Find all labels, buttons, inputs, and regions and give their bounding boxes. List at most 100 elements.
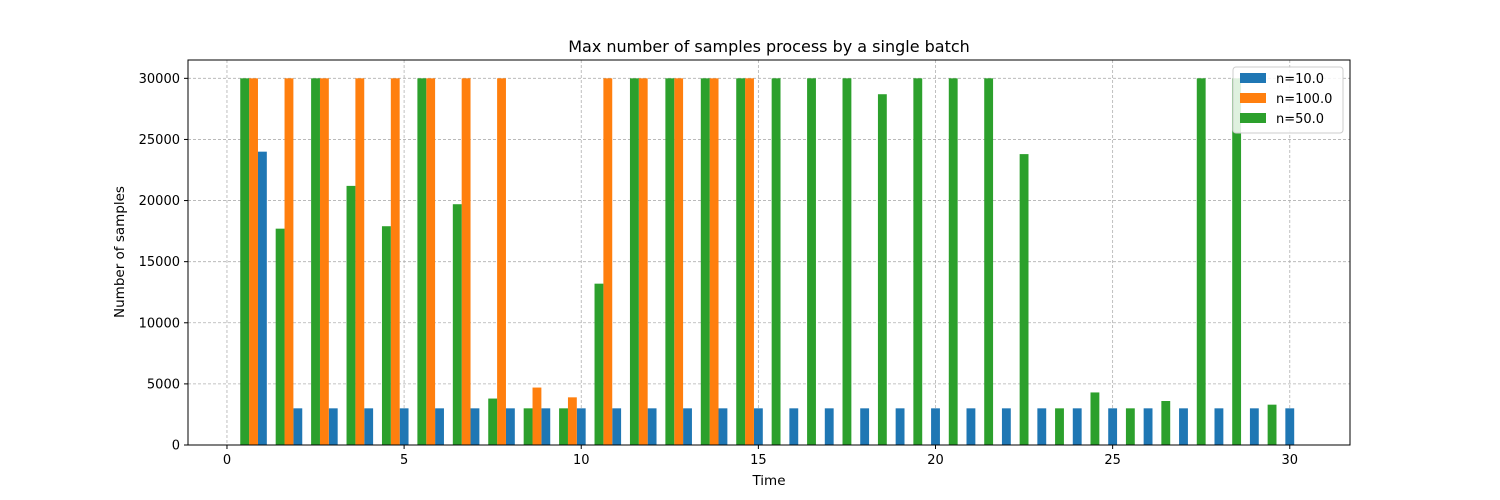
bar-series-0 [931, 408, 940, 445]
y-tick-label: 5000 [147, 377, 180, 392]
bar-series-2 [736, 78, 746, 445]
bar-series-0 [1179, 408, 1188, 445]
legend-label: n=100.0 [1276, 92, 1332, 107]
bar-series-1 [461, 78, 471, 445]
bar-series-2 [877, 94, 887, 445]
bar-series-0 [789, 408, 799, 445]
y-tick-label: 20000 [139, 194, 180, 209]
bar-series-1 [603, 78, 613, 445]
y-tick-label: 0 [172, 439, 180, 454]
bar-series-2 [913, 78, 923, 445]
bar-series-2 [700, 78, 710, 445]
bar-series-2 [559, 408, 568, 445]
bar-series-0 [753, 408, 763, 445]
bar-series-2 [452, 204, 462, 445]
chart-title: Max number of samples process by a singl… [568, 37, 970, 56]
legend-swatch [1240, 113, 1266, 123]
bar-series-1 [249, 78, 258, 445]
bar-series-1 [745, 78, 754, 445]
bar-series-0 [505, 408, 515, 445]
bar-series-0 [364, 408, 374, 445]
bar-series-0 [860, 408, 870, 445]
bar-series-2 [523, 408, 533, 445]
bar-series-0 [399, 408, 409, 445]
bar-series-2 [1055, 408, 1064, 445]
bar-series-0 [576, 408, 586, 445]
bar-series-2 [948, 78, 958, 445]
bar-series-1 [674, 78, 684, 445]
bar-series-0 [328, 408, 338, 445]
bar-series-1 [284, 78, 294, 445]
bar-series-2 [381, 226, 391, 445]
bar-series-2 [1267, 404, 1277, 445]
bar-series-2 [807, 78, 816, 445]
y-tick-label: 10000 [139, 316, 180, 331]
bar-series-2 [1161, 401, 1171, 445]
bars [240, 78, 1295, 445]
bar-series-2 [488, 398, 498, 445]
legend-swatch [1240, 93, 1266, 103]
bar-series-1 [319, 78, 329, 445]
bar-series-2 [1090, 392, 1100, 445]
bar-series-0 [612, 408, 622, 445]
bar-series-0 [257, 151, 267, 445]
bar-series-0 [683, 408, 692, 445]
bar-series-0 [1285, 408, 1295, 445]
x-axis-ticks: 0 5 10 15 20 25 30 [223, 445, 1298, 468]
x-tick-label: 20 [927, 453, 944, 468]
y-axis-label: Number of samples [112, 186, 128, 318]
y-tick-label: 15000 [139, 255, 180, 270]
x-tick-label: 10 [573, 453, 590, 468]
x-tick-label: 15 [750, 453, 767, 468]
bar-series-0 [718, 408, 728, 445]
bar-series-0 [435, 408, 444, 445]
bar-series-2 [771, 78, 781, 445]
bar-series-2 [984, 78, 994, 445]
legend: n=10.0 n=100.0 n=50.0 [1232, 66, 1344, 134]
bar-series-0 [1143, 408, 1153, 445]
bar-series-2 [842, 78, 852, 445]
x-tick-label: 0 [223, 453, 231, 468]
bar-series-0 [1249, 408, 1259, 445]
bar-series-2 [1232, 78, 1242, 445]
bar-series-0 [966, 408, 976, 445]
bar-series-0 [1072, 408, 1082, 445]
bar-series-2 [311, 78, 320, 445]
bar-series-0 [1108, 408, 1118, 445]
bar-series-0 [895, 408, 905, 445]
bar-series-0 [824, 408, 834, 445]
bar-series-0 [1001, 408, 1011, 445]
bar-series-2 [1019, 154, 1029, 445]
bar-series-2 [629, 78, 639, 445]
bar-series-0 [647, 408, 657, 445]
bar-series-1 [567, 397, 577, 445]
bar-series-1 [497, 78, 506, 445]
bar-series-2 [240, 78, 250, 445]
bar-series-1 [532, 387, 542, 445]
bar-series-1 [355, 78, 365, 445]
y-axis-ticks: 0 5000 10000 15000 20000 25000 30000 [139, 72, 188, 454]
bar-series-2 [1196, 78, 1206, 445]
legend-label: n=10.0 [1276, 72, 1324, 87]
bar-series-2 [275, 228, 285, 445]
bar-series-1 [638, 78, 648, 445]
x-tick-label: 25 [1104, 453, 1121, 468]
bar-series-2 [417, 78, 427, 445]
bar-series-0 [541, 408, 551, 445]
bar-series-0 [293, 408, 303, 445]
x-tick-label: 30 [1282, 453, 1299, 468]
legend-label: n=50.0 [1276, 112, 1324, 127]
bar-series-0 [1037, 408, 1047, 445]
bar-series-2 [594, 283, 604, 445]
legend-swatch [1240, 73, 1266, 83]
y-tick-label: 25000 [139, 133, 180, 148]
bar-series-0 [1214, 408, 1224, 445]
bar-series-2 [346, 185, 356, 445]
bar-series-0 [470, 408, 480, 445]
bar-series-2 [665, 78, 675, 445]
bar-series-1 [426, 78, 436, 445]
bar-series-1 [709, 78, 719, 445]
plot-frame [187, 59, 1351, 446]
bar-series-2 [1125, 408, 1135, 445]
